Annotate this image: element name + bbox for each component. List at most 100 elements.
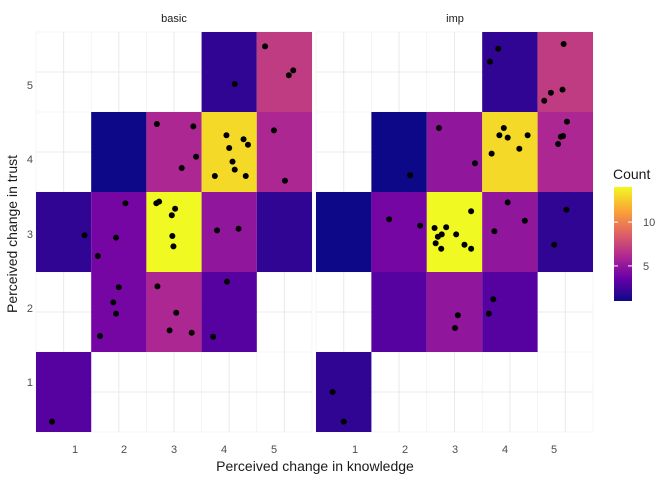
data-point — [172, 205, 179, 212]
data-point — [386, 216, 393, 223]
data-point — [560, 41, 567, 47]
panel-imp: imp 1 2 3 4 5 — [315, 13, 594, 456]
legend-tick-label: 5 — [643, 261, 649, 273]
data-point — [168, 212, 175, 219]
data-point — [500, 125, 507, 131]
data-point — [94, 253, 101, 259]
x-tick-label: 2 — [121, 444, 127, 456]
data-point — [504, 199, 511, 206]
data-point — [231, 81, 238, 87]
y-tick-label: 4 — [27, 154, 33, 166]
legend: Count 5 10 — [613, 166, 655, 301]
heatmap-tile — [36, 352, 92, 432]
panel-imp-x-ticks: 1 2 3 4 5 — [352, 444, 557, 456]
x-tick-label: 5 — [551, 444, 557, 456]
x-tick-label: 4 — [221, 444, 227, 456]
data-point — [559, 86, 566, 93]
data-point — [468, 245, 475, 252]
heatmap-tile — [426, 272, 483, 352]
legend-title: Count — [613, 166, 650, 182]
data-point — [516, 145, 523, 152]
y-tick-label: 3 — [27, 229, 33, 241]
data-point — [169, 233, 176, 239]
data-point — [453, 231, 460, 238]
y-tick-label: 2 — [27, 303, 33, 315]
heatmap-tile — [201, 32, 257, 112]
legend-ticks — [614, 221, 632, 267]
heatmap-tile — [316, 192, 372, 272]
heatmap-tile — [201, 272, 257, 352]
x-tick-label: 2 — [402, 444, 408, 456]
y-ticks: 1 2 3 4 5 — [27, 80, 33, 389]
data-point — [504, 134, 511, 141]
legend-colorbar — [614, 187, 632, 301]
panel-basic-points — [49, 43, 297, 425]
data-point — [431, 225, 438, 231]
data-point — [262, 43, 269, 50]
data-point — [560, 133, 567, 139]
panel-basic-x-ticks: 1 2 3 4 5 — [72, 444, 277, 456]
data-point — [524, 132, 531, 139]
data-point — [407, 172, 414, 179]
data-point — [170, 243, 177, 250]
data-point — [214, 227, 221, 234]
data-point — [285, 72, 292, 79]
data-point — [438, 245, 445, 252]
data-point — [329, 389, 336, 395]
data-point — [231, 166, 238, 173]
data-point — [290, 67, 297, 74]
x-tick-label: 3 — [171, 444, 177, 456]
data-point — [113, 234, 120, 241]
data-point — [226, 145, 233, 151]
data-point — [242, 173, 249, 179]
data-point — [435, 125, 442, 131]
data-point — [471, 160, 478, 167]
data-point — [454, 312, 461, 319]
data-point — [235, 225, 242, 232]
data-point — [547, 89, 554, 96]
data-point — [555, 141, 562, 147]
data-point — [417, 222, 424, 229]
data-point — [551, 241, 558, 248]
data-point — [188, 329, 195, 336]
heatmap-tile — [537, 112, 593, 192]
data-point — [166, 327, 173, 334]
data-point — [432, 240, 439, 247]
data-point — [97, 333, 104, 339]
data-point — [496, 132, 503, 139]
data-point — [113, 310, 120, 317]
heatmap-tile — [371, 112, 427, 192]
data-point — [156, 198, 163, 205]
heatmap-tile — [371, 272, 427, 352]
x-tick-label: 1 — [72, 444, 78, 456]
data-point — [153, 121, 160, 127]
data-point — [270, 127, 277, 134]
y-tick-label: 1 — [27, 377, 33, 389]
data-point — [461, 241, 468, 248]
x-tick-label: 4 — [502, 444, 508, 456]
panel-imp-points — [329, 41, 570, 425]
y-tick-label: 5 — [27, 80, 33, 92]
data-point — [115, 284, 122, 291]
heatmap-tile — [91, 112, 147, 192]
data-point — [173, 309, 180, 316]
data-point — [491, 228, 498, 235]
data-point — [486, 58, 493, 65]
data-point — [211, 173, 218, 179]
heatmap-tile — [201, 112, 257, 192]
heatmap-tile — [482, 192, 538, 272]
heatmap-tile — [371, 192, 427, 272]
data-point — [178, 165, 185, 171]
data-point — [541, 97, 548, 104]
data-point — [154, 283, 161, 290]
heatmap-tile — [482, 32, 538, 112]
data-point — [240, 136, 247, 143]
heatmap-tile — [426, 112, 483, 192]
heatmap-tile — [201, 192, 257, 272]
data-point — [468, 208, 475, 215]
x-tick-label: 5 — [271, 444, 277, 456]
data-point — [229, 158, 236, 165]
panel-title-imp: imp — [446, 13, 464, 25]
data-point — [340, 418, 347, 425]
